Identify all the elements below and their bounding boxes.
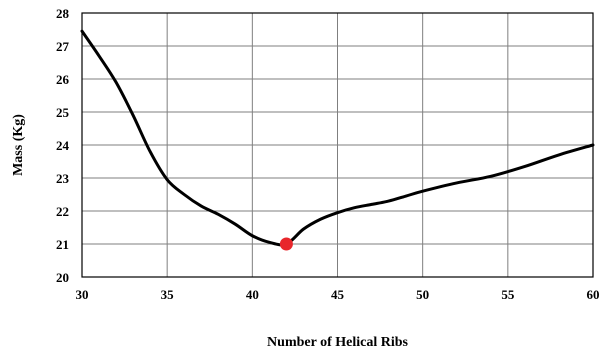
x-axis-title: Number of Helical Ribs bbox=[267, 335, 408, 350]
y-tick-label: 24 bbox=[56, 138, 70, 153]
y-tick-label: 27 bbox=[56, 39, 70, 54]
x-tick-labels: 30 35 40 45 50 55 60 bbox=[76, 287, 600, 302]
x-tick-label: 55 bbox=[501, 287, 515, 302]
x-tick-label: 30 bbox=[76, 287, 89, 302]
y-axis-title: Mass (Kg) bbox=[11, 114, 26, 176]
y-tick-label: 21 bbox=[56, 237, 69, 252]
x-tick-label: 60 bbox=[587, 287, 600, 302]
y-gridlines bbox=[82, 45, 593, 245]
y-tick-label: 20 bbox=[56, 270, 69, 285]
minimum-point-marker bbox=[279, 237, 293, 251]
y-tick-label: 28 bbox=[56, 6, 70, 21]
x-tick-label: 45 bbox=[331, 287, 345, 302]
x-tick-label: 35 bbox=[161, 287, 175, 302]
y-tick-labels: 20 21 22 23 24 25 26 27 28 bbox=[56, 6, 70, 285]
x-tick-label: 50 bbox=[416, 287, 429, 302]
x-tick-label: 40 bbox=[246, 287, 259, 302]
y-tick-label: 23 bbox=[56, 171, 70, 186]
y-tick-label: 22 bbox=[56, 204, 69, 219]
y-tick-label: 25 bbox=[56, 105, 70, 120]
y-tick-label: 26 bbox=[56, 72, 70, 87]
series-line bbox=[80, 29, 595, 247]
